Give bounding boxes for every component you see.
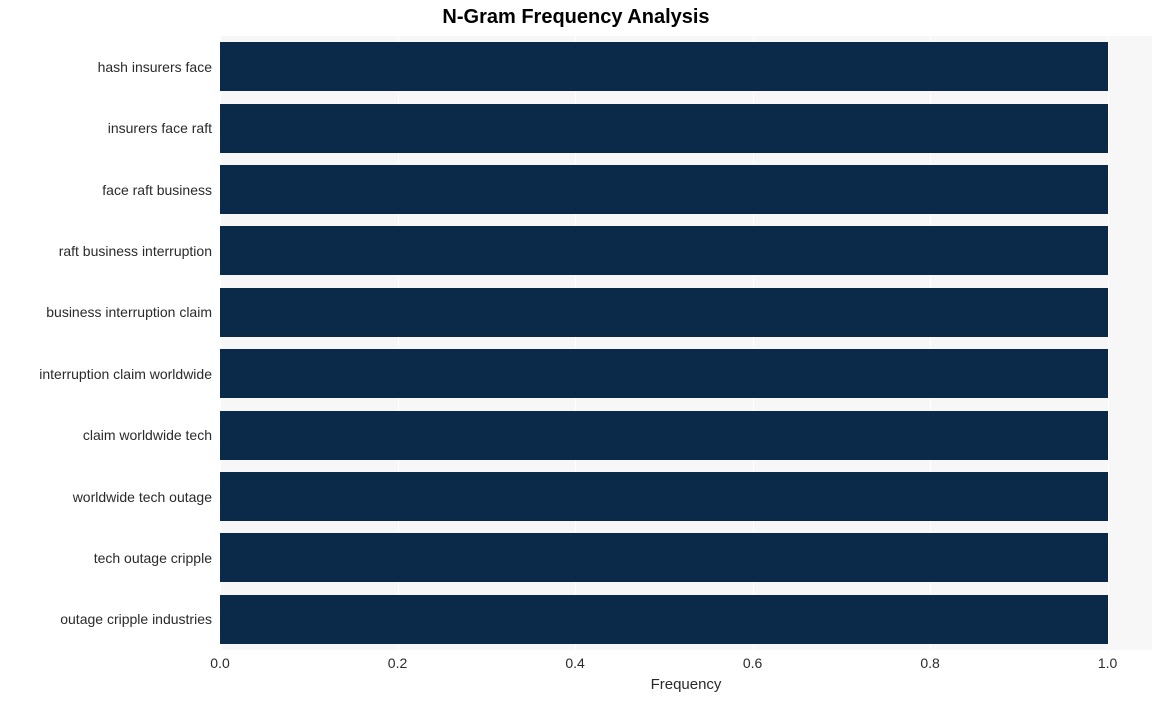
- bar: [220, 595, 1108, 644]
- y-tick-label: tech outage cripple: [94, 550, 212, 566]
- y-tick-label: insurers face raft: [108, 120, 212, 136]
- bar: [220, 165, 1108, 214]
- y-tick-label: business interruption claim: [46, 304, 212, 320]
- x-tick-label: 0.0: [210, 655, 229, 671]
- bar: [220, 288, 1108, 337]
- y-tick-label: hash insurers face: [98, 59, 212, 75]
- y-tick-label: claim worldwide tech: [83, 427, 212, 443]
- y-tick-label: worldwide tech outage: [73, 489, 212, 505]
- x-tick-label: 0.6: [743, 655, 762, 671]
- bar: [220, 226, 1108, 275]
- x-tick-label: 0.2: [388, 655, 407, 671]
- y-tick-label: outage cripple industries: [60, 611, 212, 627]
- y-tick-label: raft business interruption: [59, 243, 212, 259]
- bar: [220, 411, 1108, 460]
- chart-container: N-Gram Frequency Analysis hash insurers …: [0, 0, 1160, 701]
- x-tick-label: 0.4: [565, 655, 584, 671]
- y-tick-label: face raft business: [102, 182, 212, 198]
- x-tick-label: 1.0: [1098, 655, 1117, 671]
- grid-line: [1108, 36, 1109, 650]
- bar: [220, 533, 1108, 582]
- x-axis-title: Frequency: [651, 676, 722, 693]
- plot-area: [220, 36, 1152, 650]
- bar: [220, 472, 1108, 521]
- bar: [220, 104, 1108, 153]
- x-tick-label: 0.8: [920, 655, 939, 671]
- bar: [220, 42, 1108, 91]
- bar: [220, 349, 1108, 398]
- y-tick-label: interruption claim worldwide: [39, 366, 212, 382]
- chart-title: N-Gram Frequency Analysis: [0, 6, 932, 29]
